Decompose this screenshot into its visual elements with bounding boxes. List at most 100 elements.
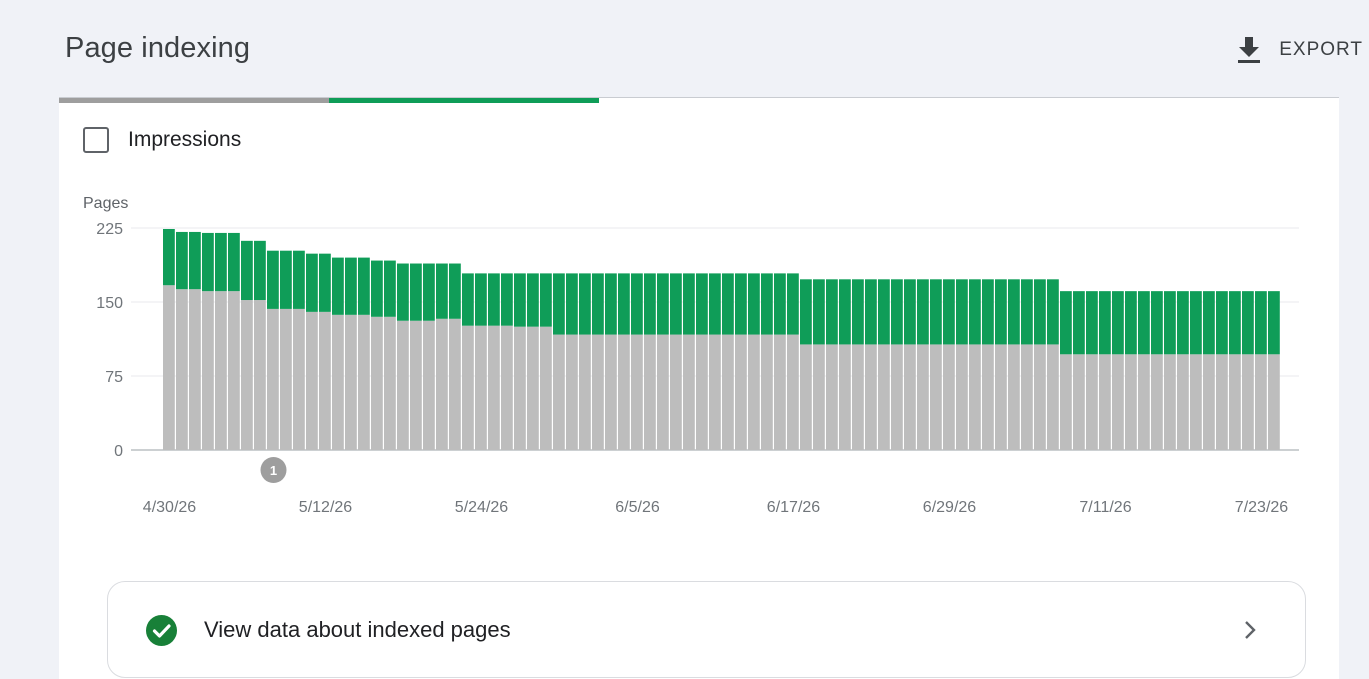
bar-segment-grey[interactable] xyxy=(488,325,500,450)
bar-segment-green[interactable] xyxy=(462,273,474,326)
bar-segment-green[interactable] xyxy=(358,257,370,315)
bar-segment-grey[interactable] xyxy=(254,300,266,450)
bar-segment-green[interactable] xyxy=(228,232,240,292)
bar-segment-green[interactable] xyxy=(891,279,903,345)
tab-not-indexed[interactable] xyxy=(59,98,329,103)
bar-segment-grey[interactable] xyxy=(774,334,786,450)
bar-segment-grey[interactable] xyxy=(410,320,422,450)
bar-segment-grey[interactable] xyxy=(1073,354,1085,450)
bar-segment-green[interactable] xyxy=(787,273,799,335)
bar-segment-green[interactable] xyxy=(410,263,422,321)
bar-segment-grey[interactable] xyxy=(1151,354,1163,450)
bar-segment-green[interactable] xyxy=(1060,291,1072,355)
bar-segment-grey[interactable] xyxy=(995,344,1007,450)
bar-segment-grey[interactable] xyxy=(605,334,617,450)
bar-segment-green[interactable] xyxy=(384,260,396,317)
bar-segment-green[interactable] xyxy=(1229,291,1241,355)
bar-segment-grey[interactable] xyxy=(566,334,578,450)
bar-segment-grey[interactable] xyxy=(1112,354,1124,450)
bar-segment-green[interactable] xyxy=(579,273,591,335)
bar-segment-grey[interactable] xyxy=(969,344,981,450)
impressions-toggle[interactable]: Impressions xyxy=(83,127,241,153)
bar-segment-green[interactable] xyxy=(631,273,643,335)
bar-segment-grey[interactable] xyxy=(735,334,747,450)
bar-segment-green[interactable] xyxy=(1242,291,1254,355)
bar-segment-grey[interactable] xyxy=(878,344,890,450)
bar-segment-grey[interactable] xyxy=(1086,354,1098,450)
bar-segment-green[interactable] xyxy=(852,279,864,345)
bar-segment-grey[interactable] xyxy=(1190,354,1202,450)
bar-segment-green[interactable] xyxy=(527,273,539,327)
bar-segment-green[interactable] xyxy=(1190,291,1202,355)
bar-segment-grey[interactable] xyxy=(579,334,591,450)
bar-segment-grey[interactable] xyxy=(930,344,942,450)
bar-segment-grey[interactable] xyxy=(865,344,877,450)
bar-segment-grey[interactable] xyxy=(618,334,630,450)
bar-segment-green[interactable] xyxy=(1151,291,1163,355)
bar-segment-grey[interactable] xyxy=(1099,354,1111,450)
bar-segment-green[interactable] xyxy=(1164,291,1176,355)
bar-segment-green[interactable] xyxy=(657,273,669,335)
bar-segment-grey[interactable] xyxy=(1021,344,1033,450)
bar-segment-grey[interactable] xyxy=(722,334,734,450)
bar-segment-green[interactable] xyxy=(436,263,448,319)
bar-segment-green[interactable] xyxy=(1138,291,1150,355)
bar-segment-green[interactable] xyxy=(1177,291,1189,355)
bar-segment-grey[interactable] xyxy=(956,344,968,450)
bar-segment-grey[interactable] xyxy=(813,344,825,450)
bar-segment-grey[interactable] xyxy=(176,289,188,450)
bar-segment-green[interactable] xyxy=(1203,291,1215,355)
bar-segment-grey[interactable] xyxy=(1229,354,1241,450)
bar-segment-green[interactable] xyxy=(1112,291,1124,355)
bar-segment-green[interactable] xyxy=(735,273,747,335)
bar-segment-green[interactable] xyxy=(943,279,955,345)
bar-segment-green[interactable] xyxy=(592,273,604,335)
bar-segment-grey[interactable] xyxy=(319,311,331,450)
bar-segment-grey[interactable] xyxy=(1034,344,1046,450)
bar-segment-grey[interactable] xyxy=(982,344,994,450)
bar-segment-grey[interactable] xyxy=(891,344,903,450)
bar-segment-green[interactable] xyxy=(280,250,292,309)
bar-segment-grey[interactable] xyxy=(839,344,851,450)
tab-indexed[interactable] xyxy=(329,98,599,103)
bar-segment-grey[interactable] xyxy=(657,334,669,450)
bar-segment-green[interactable] xyxy=(917,279,929,345)
bar-segment-grey[interactable] xyxy=(449,318,461,450)
bar-segment-grey[interactable] xyxy=(267,308,279,450)
bar-segment-grey[interactable] xyxy=(1203,354,1215,450)
bar-segment-grey[interactable] xyxy=(228,291,240,450)
bar-segment-grey[interactable] xyxy=(163,285,175,450)
bar-segment-grey[interactable] xyxy=(423,320,435,450)
bar-segment-grey[interactable] xyxy=(371,316,383,450)
bar-segment-green[interactable] xyxy=(722,273,734,335)
bar-segment-grey[interactable] xyxy=(215,291,227,450)
bar-segment-grey[interactable] xyxy=(904,344,916,450)
bar-segment-green[interactable] xyxy=(995,279,1007,345)
bar-segment-green[interactable] xyxy=(488,273,500,326)
bar-segment-green[interactable] xyxy=(1086,291,1098,355)
bar-segment-green[interactable] xyxy=(618,273,630,335)
bar-segment-green[interactable] xyxy=(696,273,708,335)
bar-segment-grey[interactable] xyxy=(709,334,721,450)
bar-segment-green[interactable] xyxy=(1008,279,1020,345)
bar-segment-grey[interactable] xyxy=(501,325,513,450)
bar-segment-grey[interactable] xyxy=(462,325,474,450)
bar-segment-grey[interactable] xyxy=(527,326,539,450)
bar-segment-grey[interactable] xyxy=(553,334,565,450)
bar-segment-green[interactable] xyxy=(956,279,968,345)
bar-segment-green[interactable] xyxy=(1073,291,1085,355)
annotation-marker[interactable]: 1 xyxy=(260,457,287,483)
bar-segment-green[interactable] xyxy=(826,279,838,345)
bar-segment-green[interactable] xyxy=(839,279,851,345)
bar-segment-green[interactable] xyxy=(1099,291,1111,355)
bar-segment-grey[interactable] xyxy=(475,325,487,450)
bar-segment-grey[interactable] xyxy=(540,326,552,450)
bar-segment-green[interactable] xyxy=(319,253,331,312)
bar-segment-green[interactable] xyxy=(800,279,812,345)
bar-segment-green[interactable] xyxy=(540,273,552,327)
bar-segment-green[interactable] xyxy=(709,273,721,335)
bar-segment-green[interactable] xyxy=(813,279,825,345)
bar-segment-green[interactable] xyxy=(904,279,916,345)
bar-segment-grey[interactable] xyxy=(306,311,318,450)
bar-segment-green[interactable] xyxy=(241,240,253,301)
